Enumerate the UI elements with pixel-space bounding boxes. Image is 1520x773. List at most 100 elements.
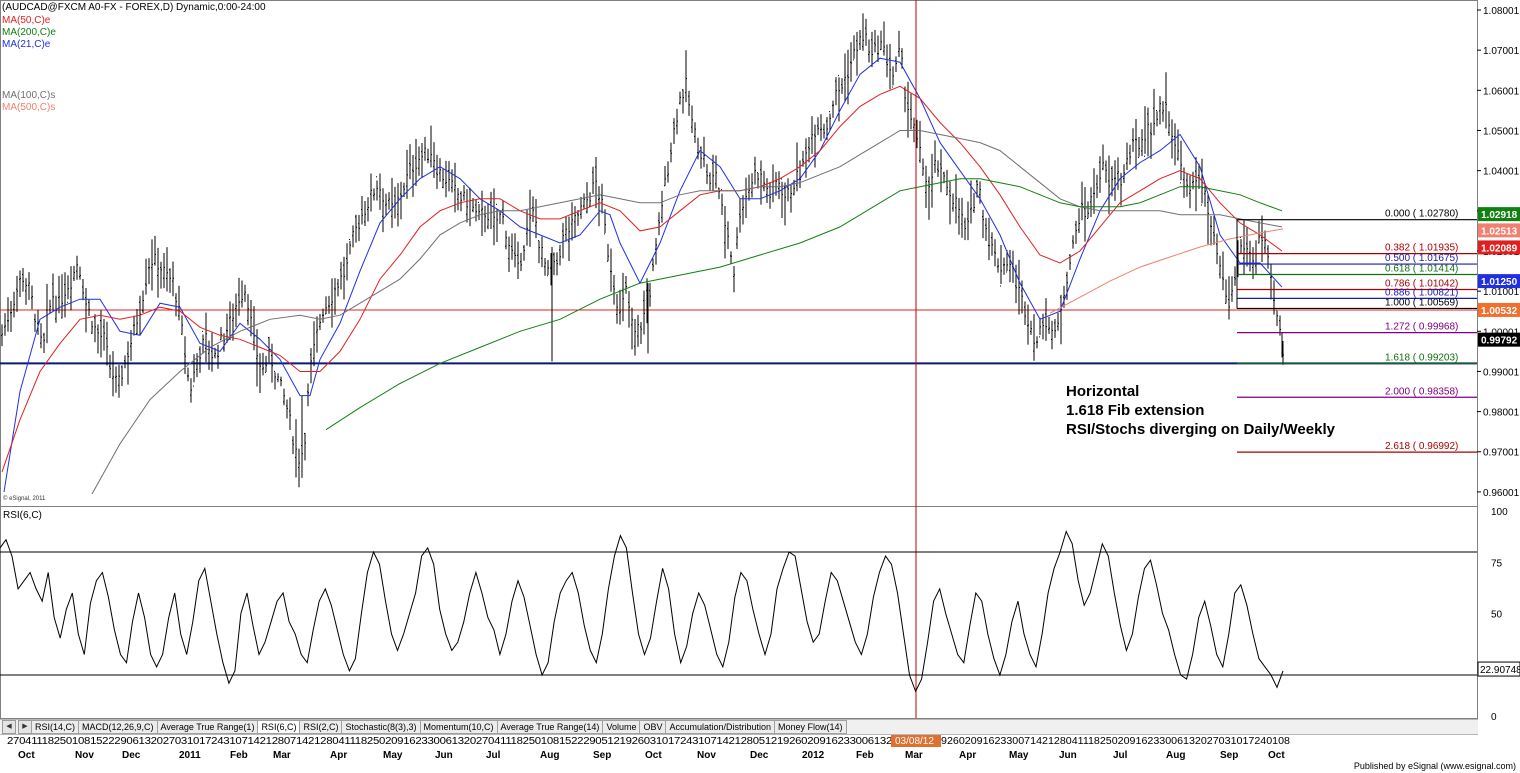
fib-level-label: 0.500 ( 1.01675)	[1385, 253, 1458, 264]
rsi-panel-frame	[0, 506, 1478, 719]
price-axis-label: 1.08001	[1483, 6, 1520, 17]
price-badge-label: 1.02513	[1481, 226, 1518, 237]
price-badge-label: 1.00532	[1481, 306, 1518, 317]
x-axis-month-label: Apr	[330, 750, 347, 761]
tab-rsi-2[interactable]: RSI(2,C)	[299, 720, 343, 734]
x-axis-month-label: Jul	[486, 750, 501, 761]
x-axis-month-label: Jun	[435, 750, 453, 761]
price-axis-label: 0.99001	[1483, 367, 1520, 378]
tab-scroll-left-icon[interactable]: ◀	[2, 720, 16, 734]
rsi-axis-label: 50	[1491, 610, 1503, 621]
price-badge	[1478, 302, 1520, 317]
rsi-axis-label: 100	[1491, 507, 1508, 518]
x-axis-month-label: Jul	[1113, 750, 1128, 761]
x-axis-month-label: Apr	[959, 750, 976, 761]
x-axis-month-label: 2012	[802, 750, 825, 761]
price-axis-label: 1.05001	[1483, 126, 1520, 137]
tab-momentum[interactable]: Momentum(10,C)	[419, 720, 498, 734]
rsi-value-label: 22.90748	[1480, 665, 1520, 676]
chart-annotation: RSI/Stochs diverging on Daily/Weekly	[1066, 421, 1336, 438]
copyright-text: © eSignal, 2011	[3, 495, 46, 502]
fib-level-label: 1.000 ( 1.00569)	[1385, 297, 1458, 308]
x-axis-month-label: Oct	[1268, 750, 1285, 761]
price-badge	[1478, 274, 1520, 289]
price-badge	[1478, 240, 1520, 255]
x-axis-month-label: Sep	[593, 750, 611, 761]
price-axis-label: 0.97001	[1483, 448, 1520, 459]
tab-stochastic[interactable]: Stochastic(8(3),3)	[341, 720, 421, 734]
price-axis-label: 0.96001	[1483, 488, 1520, 499]
x-axis-month-label: Nov	[697, 750, 716, 761]
fib-level-label: 2.000 ( 0.98358)	[1385, 386, 1458, 397]
fib-level-label: 0.382 ( 1.01935)	[1385, 243, 1458, 254]
rsi-axis-label: 75	[1491, 558, 1503, 569]
cursor-date-badge	[891, 734, 941, 747]
x-axis-month-label: Mar	[273, 750, 291, 761]
x-axis-month-label: Oct	[645, 750, 662, 761]
x-axis-month-label: Sep	[1220, 750, 1238, 761]
tab-rsi-6[interactable]: RSI(6,C)	[257, 720, 301, 734]
price-axis-label: 1.07001	[1483, 46, 1520, 57]
x-axis-month-label: May	[1009, 750, 1029, 761]
price-badge	[1478, 207, 1520, 222]
ma-legend-item: MA(50,C)e	[2, 15, 51, 26]
x-axis-month-label: Dec	[750, 750, 769, 761]
cursor-date-label: 03/08/12	[895, 736, 934, 747]
tab-rsi-14[interactable]: RSI(14,C)	[31, 720, 80, 734]
ma-legend-item: MA(200,C)e	[2, 27, 56, 38]
x-axis-day-labels-right: 9260209162330071421280411182502091623300…	[941, 736, 1290, 747]
x-axis-day-labels: 2704111825010815222906132027031017243107…	[7, 736, 893, 747]
moving-average-line	[3, 57, 1283, 492]
moving-average-line	[325, 178, 1283, 431]
chart-annotation: 1.618 Fib extension	[1066, 402, 1204, 419]
fib-level-label: 1.272 ( 0.99968)	[1385, 322, 1458, 333]
price-badge-label: 1.01250	[1481, 277, 1518, 288]
tab-volume[interactable]: Volume	[602, 720, 641, 734]
x-axis-month-label: Mar	[905, 750, 923, 761]
x-axis-month-label: Dec	[122, 750, 141, 761]
price-axis-label: 1.06001	[1483, 86, 1520, 97]
price-badge-label: 1.02089	[1481, 243, 1518, 254]
fib-level-label: 2.618 ( 0.96992)	[1385, 441, 1458, 452]
x-axis-month-label: Feb	[856, 750, 874, 761]
price-axis-label: 0.98001	[1483, 408, 1520, 419]
moving-average-line	[1049, 228, 1284, 314]
rsi-line	[0, 530, 1284, 693]
fib-level-label: 0.786 ( 1.01042)	[1385, 278, 1458, 289]
fib-level-label: 1.618 ( 0.99203)	[1385, 352, 1458, 363]
x-axis-month-label: 2011	[179, 750, 201, 761]
chart-title: (AUDCAD@FXCM A0-FX - FOREX,D) Dynamic,0:…	[2, 2, 266, 13]
tab-atr-14[interactable]: Average True Range(14)	[496, 720, 604, 734]
x-axis-month-label: Aug	[1166, 750, 1185, 761]
indicator-tab-bar: ◀ ▶ RSI(14,C) MACD(12,26,9,C) Average Tr…	[0, 719, 1478, 735]
fib-level-label: 0.000 ( 1.02780)	[1385, 209, 1458, 220]
rsi-axis-label: 0	[1491, 712, 1497, 723]
x-axis-month-label: Aug	[540, 750, 559, 761]
price-badge	[1478, 332, 1520, 347]
tab-macd[interactable]: MACD(12,26,9,C)	[78, 720, 158, 734]
price-axis-label: 1.04001	[1483, 167, 1520, 178]
price-badge	[1478, 223, 1520, 238]
x-axis-month-label: May	[383, 750, 403, 761]
x-axis-month-label: Feb	[230, 750, 248, 761]
chart-annotation: Horizontal	[1066, 383, 1139, 400]
tab-money-flow[interactable]: Money Flow(14)	[774, 720, 847, 734]
price-badge-label: 0.99792	[1481, 336, 1518, 347]
x-axis-month-label: Jun	[1059, 750, 1077, 761]
tab-obv[interactable]: OBV	[639, 720, 667, 734]
x-axis-month-label: Oct	[18, 750, 35, 761]
tab-accumulation-distribution[interactable]: Accumulation/Distribution	[665, 720, 776, 734]
moving-average-line	[1, 85, 1283, 473]
rsi-title: RSI(6,C)	[3, 510, 42, 521]
ma-legend-item: MA(21,C)e	[2, 39, 51, 50]
x-axis-month-label: Nov	[75, 750, 94, 761]
price-axis-label: 1.01001	[1483, 287, 1520, 298]
tab-scroll-right-icon[interactable]: ▶	[18, 720, 32, 734]
moving-average-line	[91, 130, 1283, 495]
rsi-value-badge	[1477, 661, 1520, 677]
ma-legend-item: MA(500,C)s	[2, 102, 55, 113]
price-badge-label: 1.02918	[1481, 210, 1518, 221]
tab-atr-1[interactable]: Average True Range(1)	[156, 720, 259, 734]
